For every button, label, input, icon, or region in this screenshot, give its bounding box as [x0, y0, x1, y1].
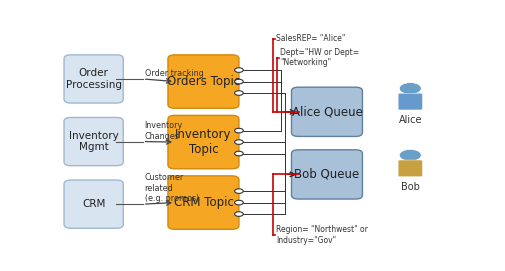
- Text: CRM: CRM: [82, 199, 105, 209]
- FancyBboxPatch shape: [64, 117, 123, 166]
- FancyBboxPatch shape: [64, 55, 123, 103]
- Circle shape: [234, 140, 243, 144]
- Text: Alice Queue: Alice Queue: [291, 105, 362, 118]
- Text: Inventory
Changes: Inventory Changes: [144, 121, 182, 140]
- FancyBboxPatch shape: [291, 87, 362, 136]
- Circle shape: [398, 83, 421, 94]
- Circle shape: [234, 79, 243, 84]
- FancyBboxPatch shape: [291, 150, 362, 199]
- Text: Inventory
Topic: Inventory Topic: [175, 128, 231, 156]
- Circle shape: [234, 200, 243, 205]
- Text: Alice: Alice: [398, 115, 421, 125]
- Text: Inventory
Mgmt: Inventory Mgmt: [69, 131, 118, 152]
- Circle shape: [234, 91, 243, 95]
- Circle shape: [234, 128, 243, 133]
- Circle shape: [234, 151, 243, 156]
- Text: Order
Processing: Order Processing: [66, 68, 121, 90]
- FancyBboxPatch shape: [397, 93, 422, 110]
- Text: CRM Topic: CRM Topic: [173, 196, 233, 209]
- Text: Orders Topic: Orders Topic: [167, 75, 239, 88]
- Circle shape: [234, 68, 243, 72]
- FancyBboxPatch shape: [64, 180, 123, 228]
- Text: Order tracking: Order tracking: [144, 69, 203, 78]
- Text: Customer
related
(e.g. promos): Customer related (e.g. promos): [144, 173, 198, 203]
- Circle shape: [234, 212, 243, 216]
- Text: Region= "Northwest" or
Industry="Gov": Region= "Northwest" or Industry="Gov": [276, 225, 367, 245]
- FancyBboxPatch shape: [168, 55, 238, 108]
- Text: SalesREP= "Alice": SalesREP= "Alice": [276, 34, 345, 43]
- Text: Bob Queue: Bob Queue: [294, 168, 359, 181]
- Circle shape: [398, 149, 421, 161]
- Circle shape: [234, 189, 243, 193]
- FancyBboxPatch shape: [397, 160, 422, 177]
- FancyBboxPatch shape: [168, 176, 238, 229]
- FancyBboxPatch shape: [168, 115, 238, 169]
- Text: Bob: Bob: [400, 182, 419, 192]
- Text: Dept="HW or Dept=
"Networking": Dept="HW or Dept= "Networking": [280, 48, 359, 67]
